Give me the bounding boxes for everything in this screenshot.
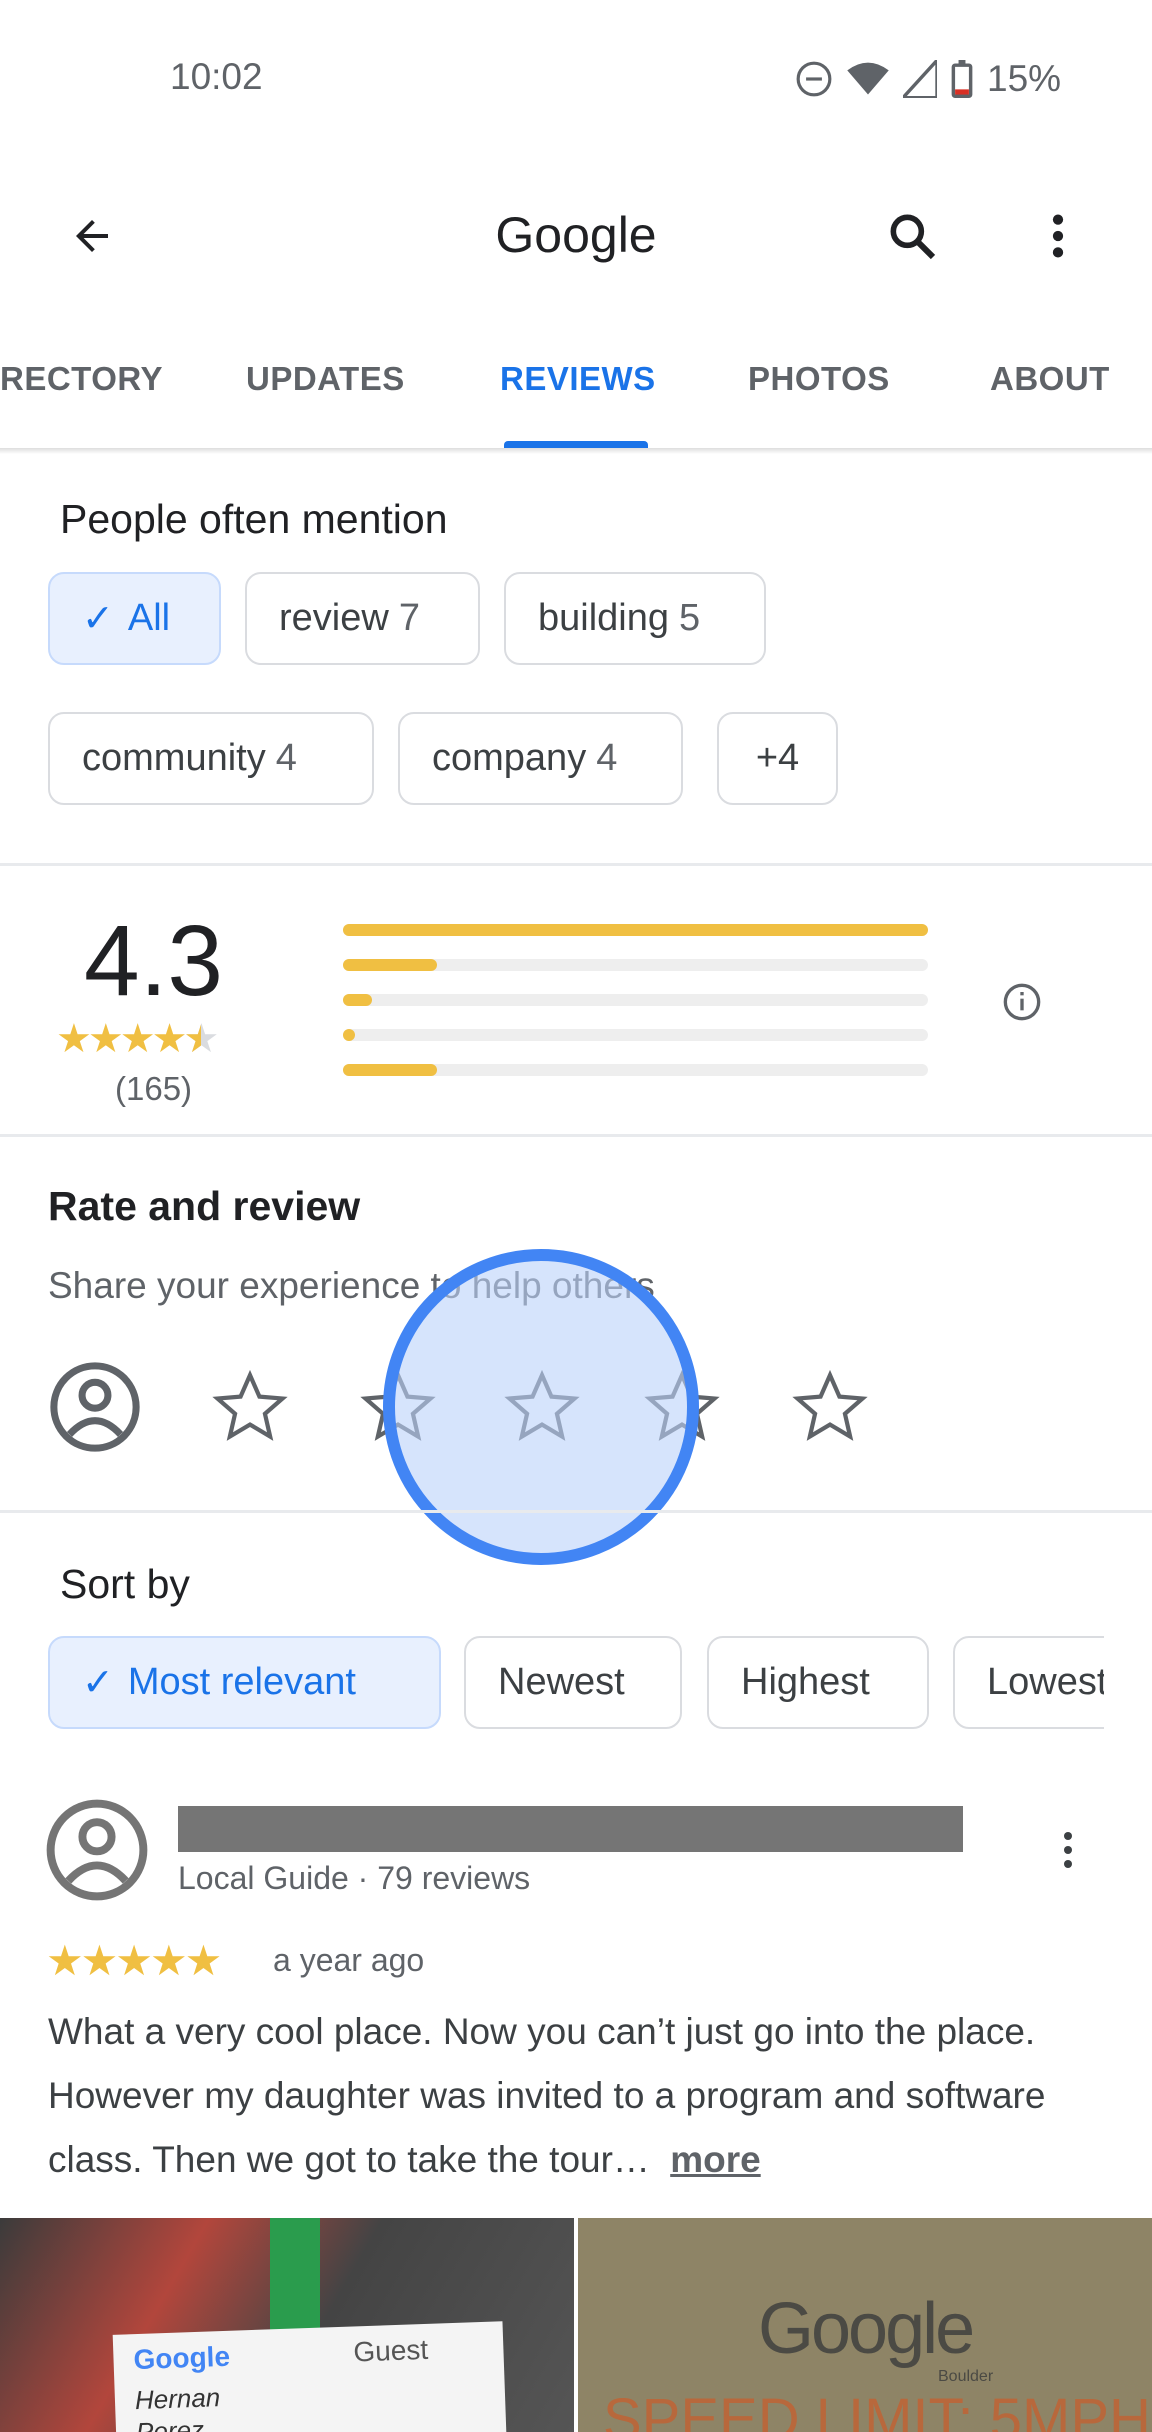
badge-logo: Google	[133, 2340, 231, 2376]
review-text: What a very cool place. Now you can’t ju…	[48, 2000, 1118, 2192]
sign-sub: Boulder	[938, 2368, 994, 2385]
review-body: What a very cool place. Now you can’t ju…	[48, 2011, 1046, 2180]
check-icon: ✓	[82, 598, 114, 640]
rating-bar-fill	[343, 924, 928, 936]
sign-text: SPEED LIMIT: 5MPH	[603, 2387, 1151, 2432]
chip-building[interactable]: building 5	[504, 572, 766, 665]
rating-bar-fill	[343, 1064, 437, 1076]
sort-lowest[interactable]: Lowest	[953, 1636, 1104, 1729]
more-vert-icon[interactable]	[1040, 208, 1076, 264]
reviewer-meta: Local Guide · 79 reviews	[178, 1860, 531, 1896]
review-more-icon[interactable]	[1050, 1826, 1086, 1874]
mentions-title: People often mention	[60, 496, 448, 542]
rate-star-1-icon[interactable]	[211, 1367, 289, 1445]
badge-name: Hernan Perez	[134, 2382, 221, 2432]
chip-company[interactable]: company 4	[398, 712, 683, 805]
review-stars: ★★★★★	[46, 1937, 222, 1984]
rate-review-title: Rate and review	[48, 1183, 361, 1229]
review-photo-2[interactable]: Google Boulder SPEED LIMIT: 5MPH	[578, 2218, 1152, 2432]
chip-community[interactable]: community 4	[48, 712, 374, 805]
sort-title: Sort by	[60, 1561, 190, 1607]
tab-photos[interactable]: PHOTOS	[748, 360, 890, 397]
rating-bar-4	[343, 959, 928, 971]
chip-label: Most relevant	[127, 1661, 356, 1703]
battery-percent: 15%	[987, 58, 1062, 99]
tab-directory[interactable]: RECTORY	[0, 360, 164, 397]
rating-bar-2	[343, 1029, 928, 1041]
chip-label: company	[432, 737, 587, 779]
review-photo-1[interactable]: Google Guest Hernan Perez	[0, 2218, 574, 2432]
badge-card: Google Guest Hernan Perez	[112, 2321, 508, 2432]
sort-chips: ✓ Most relevant Newest Highest Lowest	[0, 1636, 1104, 1732]
divider	[0, 1134, 1152, 1137]
rating-bar-3	[343, 994, 928, 1006]
review-more-link[interactable]: more	[670, 2139, 761, 2180]
tab-updates[interactable]: UPDATES	[246, 360, 405, 397]
chip-review[interactable]: review 7	[245, 572, 480, 665]
tab-shadow	[0, 448, 1152, 454]
badge-clip	[270, 2218, 320, 2338]
chip-more[interactable]: +4	[717, 712, 838, 805]
review-date: a year ago	[273, 1942, 425, 1978]
rate-star-5-icon[interactable]	[791, 1367, 869, 1445]
reviewer-name-redacted	[178, 1806, 963, 1852]
sort-most-relevant[interactable]: ✓ Most relevant	[48, 1636, 441, 1729]
reviewer-avatar-icon[interactable]	[44, 1797, 150, 1903]
chip-all[interactable]: ✓ All	[48, 572, 221, 665]
rating-bar-1	[343, 1064, 928, 1076]
chip-label: Highest	[741, 1661, 870, 1703]
divider	[0, 1510, 1152, 1513]
chip-count: 4	[275, 737, 297, 779]
search-icon[interactable]	[884, 208, 940, 264]
rating-stars: ★★★★★★	[56, 1017, 219, 1061]
tab-indicator	[504, 441, 648, 448]
chip-count: 4	[596, 737, 618, 779]
rating-bar-fill	[343, 1029, 355, 1041]
tab-about[interactable]: ABOUT	[990, 360, 1110, 397]
chip-label: building	[538, 597, 669, 639]
battery-icon	[951, 60, 973, 98]
chip-count: 7	[398, 597, 420, 639]
arrow-left-icon[interactable]	[66, 212, 118, 260]
badge-guest: Guest	[352, 2333, 429, 2368]
dnd-icon	[796, 61, 832, 97]
chip-label: review	[279, 597, 389, 639]
rating-score: 4.3	[84, 905, 224, 1017]
touch-indicator	[383, 1249, 699, 1565]
rating-bar-5	[343, 924, 928, 936]
chip-label: +4	[755, 737, 800, 779]
chip-label: Newest	[498, 1661, 625, 1703]
sign-logo: Google	[758, 2289, 975, 2369]
rating-bar-fill	[343, 994, 373, 1006]
status-icons: 15%	[795, 58, 1061, 100]
page-title: Google	[495, 207, 657, 263]
wifi-icon	[847, 62, 889, 95]
info-icon[interactable]	[1002, 982, 1042, 1022]
divider	[0, 863, 1152, 866]
rating-bar-fill	[343, 959, 437, 971]
status-time: 10:02	[170, 56, 263, 97]
signal-icon	[903, 60, 937, 98]
chip-label: All	[127, 597, 171, 639]
check-icon: ✓	[82, 1662, 114, 1704]
tab-reviews[interactable]: REVIEWS	[500, 360, 656, 397]
chip-label: Lowest	[987, 1661, 1104, 1703]
chip-label: community	[82, 737, 266, 779]
sort-newest[interactable]: Newest	[464, 1636, 682, 1729]
sort-highest[interactable]: Highest	[707, 1636, 929, 1729]
rating-count: (165)	[115, 1070, 193, 1107]
chip-count: 5	[679, 597, 701, 639]
user-avatar-icon	[50, 1362, 140, 1452]
